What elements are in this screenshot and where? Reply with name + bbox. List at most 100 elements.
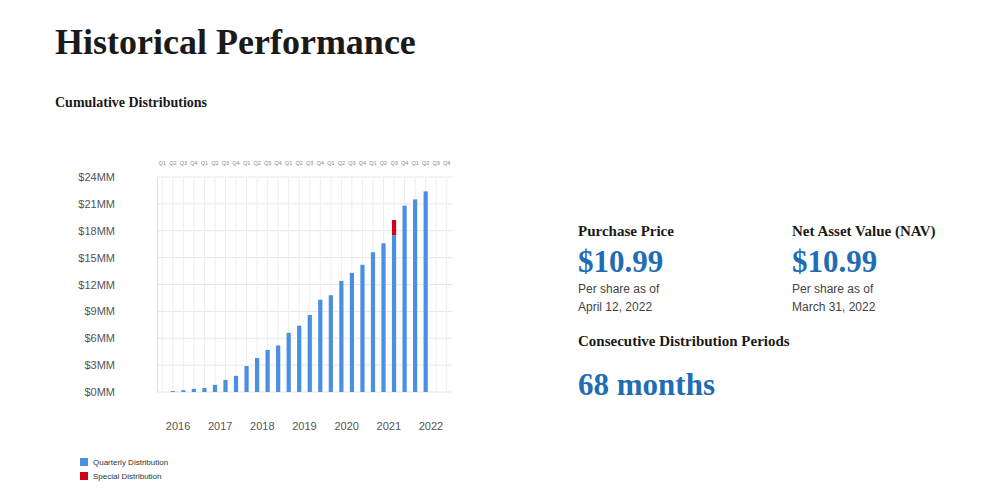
x-group-label: 2020 [334,420,358,432]
x-tick-label: Q3 [222,160,229,166]
y-tick-label: $0MM [84,386,115,398]
chart: $0MM $3MM $6MM $9MM $12MM $15MM $18MM $21MM $24M… [78,160,452,398]
bar [276,345,280,392]
x-tick: Q4 [190,160,197,168]
x-group-label: 2017 [208,420,232,432]
x-tick-label: Q3 [433,160,440,166]
x-tick-label: Q4 [274,160,281,166]
x-tick-label: Q2 [422,160,429,166]
x-tick: Q1 [411,160,418,168]
y-grid-line [157,177,452,178]
x-tick-label: Q3 [390,160,397,166]
y-grid-line [157,311,452,312]
y-axis: $0MM $3MM $6MM $9MM $12MM $15MM $18MM $21MM $24M… [78,171,157,398]
stat-note: Per share as of [578,282,660,296]
y-tick-label: $9MM [84,305,115,317]
legend-swatch [80,458,88,466]
x-tick: Q4 [359,160,366,168]
bar [287,333,291,392]
y-axis-line [157,178,158,393]
stat-label: Net Asset Value (NAV) [792,223,935,240]
bar [181,390,185,392]
bar [202,388,206,392]
x-tick-label: Q2 [338,160,345,166]
x-tick: Q1 [201,160,208,168]
y-tick: $15MM [78,252,157,264]
x-tick: Q3 [433,160,440,168]
legend-swatch [80,472,88,480]
x-tick-label: Q2 [380,160,387,166]
bar [360,265,364,392]
stat-value: 68 months [578,367,715,402]
bar [223,380,227,392]
stat-date: March 31, 2022 [792,300,876,314]
x-group-label: 2021 [377,420,401,432]
x-tick: Q3 [390,160,397,168]
page: Historical PerformanceCumulative Distrib… [0,0,1000,500]
x-tick: Q1 [243,160,250,168]
x-grid-line [246,177,247,392]
x-tick-label: Q1 [285,160,292,166]
x-grid-line [204,177,205,392]
x-axis-top: Q1Q2Q3Q4Q1Q2Q3Q4Q1Q2Q3Q4Q1Q2Q3Q4Q1Q2Q3Q4… [159,160,451,168]
x-tick-label: Q4 [317,160,324,166]
bar [402,206,406,392]
x-tick: Q4 [401,160,408,168]
y-tick-label: $15MM [78,252,115,264]
x-tick: Q2 [211,160,218,168]
bar [329,295,333,392]
y-tick: $18MM [78,225,157,237]
x-tick: Q4 [443,160,450,168]
x-tick-label: Q4 [401,160,408,166]
x-tick-label: Q4 [443,160,450,166]
bar [266,350,270,392]
y-grid-line [157,284,452,285]
grid [157,177,452,392]
x-tick: Q3 [264,160,271,168]
x-tick-label: Q4 [232,160,239,166]
x-tick-label: Q1 [327,160,334,166]
x-tick: Q1 [369,160,376,168]
y-tick-label: $12MM [78,279,115,291]
x-tick-label: Q1 [159,160,166,166]
bar [318,300,322,392]
bar [192,389,196,392]
y-tick: $12MM [78,279,157,291]
y-grid-line [157,365,452,366]
y-grid-line [157,203,452,204]
x-grid-line [446,177,447,392]
x-tick: Q4 [274,160,281,168]
x-grid-line [214,177,215,392]
x-tick-label: Q4 [190,160,197,166]
x-tick: Q2 [422,160,429,168]
y-tick-label: $6MM [84,332,115,344]
x-tick: Q4 [232,160,239,168]
y-tick: $9MM [84,305,157,317]
bar [255,358,259,392]
y-grid-line [157,257,452,258]
x-tick: Q1 [327,160,334,168]
x-tick-label: Q3 [348,160,355,166]
x-tick-label: Q2 [211,160,218,166]
bar [424,191,428,392]
x-grid-line [193,177,194,392]
y-tick-label: $3MM [84,359,115,371]
stat-value: $10.99 [578,244,663,279]
x-tick-label: Q3 [264,160,271,166]
x-tick: Q3 [306,160,313,168]
y-grid-line [157,338,452,339]
x-tick: Q3 [348,160,355,168]
x-tick: Q1 [285,160,292,168]
x-tick: Q4 [317,160,324,168]
x-tick: Q3 [222,160,229,168]
x-tick-label: Q3 [180,160,187,166]
x-tick: Q2 [253,160,260,168]
stat-date: April 12, 2022 [578,300,652,314]
bars [171,191,428,392]
x-tick: Q3 [180,160,187,168]
x-grid-line [436,177,437,392]
y-tick: $0MM [84,386,157,398]
y-tick-label: $24MM [78,171,115,183]
bar [234,376,238,392]
y-tick: $21MM [78,198,157,210]
